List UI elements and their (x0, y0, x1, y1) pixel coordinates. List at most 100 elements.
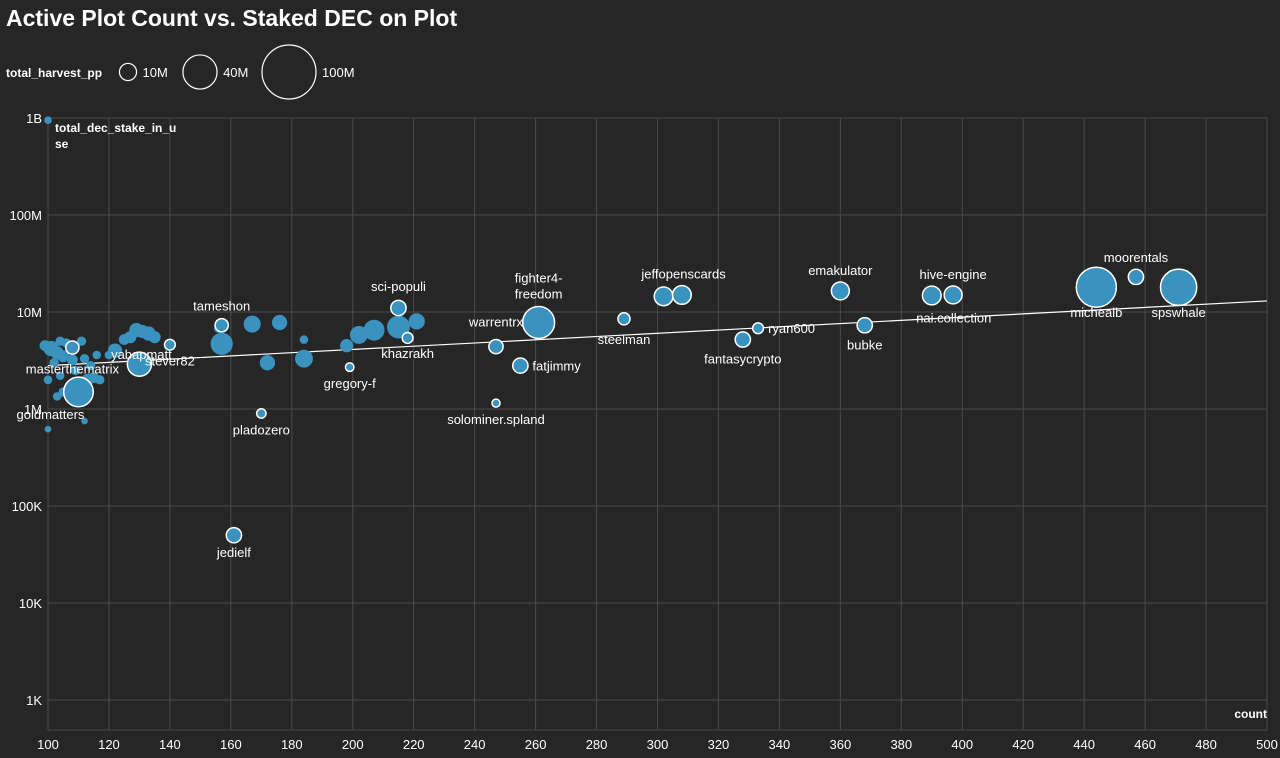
x-tick-label: 180 (281, 737, 303, 752)
data-point (299, 335, 309, 344)
x-tick-label: 380 (890, 737, 912, 752)
point-label-yabapmatt: yabapmatt (111, 347, 172, 362)
data-point-fighter4-freedom (521, 305, 556, 340)
data-point (408, 313, 425, 330)
x-tick-label: 320 (708, 737, 730, 752)
point-label-pladozero: pladozero (233, 422, 290, 437)
point-label-steelman: steelman (598, 332, 651, 347)
point-label-goldmatters: goldmatters (17, 407, 85, 422)
data-point (387, 315, 410, 339)
y-tick-label: 10M (17, 305, 42, 320)
data-point (148, 331, 161, 344)
point-label-fantasycrypto: fantasycrypto (704, 352, 781, 367)
data-point (85, 360, 96, 371)
data-point (76, 336, 87, 346)
data-point-gregory-f (344, 362, 355, 373)
point-label-bubke: bubke (847, 337, 882, 352)
data-point-jeffopenscards-2 (671, 284, 692, 306)
point-label-tameshon: tameshon (193, 298, 250, 313)
point-label-moorentals: moorentals (1104, 250, 1169, 265)
x-tick-label: 300 (647, 737, 669, 752)
x-tick-label: 500 (1256, 737, 1278, 752)
trendline-layer (47, 300, 1268, 367)
point-labels-layer: masterthematrix goldmatters yabapmattsteve… (17, 250, 1206, 560)
point-label-masterthematrix: masterthematrix (26, 362, 120, 377)
size-legend-circle (182, 54, 218, 90)
data-point (340, 339, 354, 353)
data-point-stever82 (163, 338, 177, 351)
size-legend-label: 40M (223, 65, 248, 80)
size-legend-title: total_harvest_pp (6, 66, 102, 80)
x-axis-label: count (1234, 707, 1267, 721)
point-label-emakulator: emakulator (808, 263, 873, 278)
point-label-fighter4-freedom-line2: freedom (515, 286, 563, 301)
point-label-jeffopenscards: jeffopenscards (640, 266, 726, 281)
x-tick-label: 400 (951, 737, 973, 752)
x-tick-label: 420 (1012, 737, 1034, 752)
data-point-michealb (1075, 266, 1118, 309)
data-point-ryan600 (751, 322, 765, 335)
data-point-bubke (856, 316, 874, 334)
data-point (104, 350, 114, 360)
x-tick-label: 140 (159, 737, 181, 752)
x-tick-label: 440 (1073, 737, 1095, 752)
point-label-khazrakh: khazrakh (381, 346, 434, 361)
y-tick-label: 1M (24, 402, 42, 417)
point-label-fatjimmy: fatjimmy (532, 359, 581, 374)
x-tick-label: 100 (37, 737, 59, 752)
data-point-fantasycrypto (734, 331, 752, 348)
data-point (55, 371, 65, 381)
data-point (271, 314, 288, 331)
point-label-fighter4-freedom-line1: fighter4- (515, 270, 563, 285)
data-point (363, 319, 385, 341)
data-point (57, 350, 70, 363)
y-tick-label: 10K (19, 596, 42, 611)
point-label-nai.collection: nai.collection (916, 310, 991, 325)
data-point-yabapmatt (126, 351, 153, 377)
y-tick-label: 100M (9, 208, 42, 223)
data-point-moorentals (1127, 268, 1145, 286)
data-point (66, 354, 78, 366)
data-point (44, 425, 52, 433)
data-point (39, 340, 51, 352)
data-point-pladozero (255, 408, 267, 419)
data-point (43, 375, 53, 385)
point-label-spswhale: spswhale (1152, 305, 1206, 320)
x-tick-label: 220 (403, 737, 425, 752)
x-tick-label: 340 (769, 737, 791, 752)
point-label-stever82: stever82 (145, 354, 195, 369)
y-tick-label: 1K (26, 693, 42, 708)
x-tick-label: 460 (1134, 737, 1156, 752)
data-point-goldmatters (62, 376, 95, 408)
x-tick-label: 240 (464, 737, 486, 752)
y-axis-label-line: se (55, 137, 69, 151)
data-point-jedielf (225, 526, 243, 544)
data-point-steelman (617, 312, 631, 326)
size-legend-circle (118, 62, 138, 82)
data-point (92, 350, 102, 360)
data-point (349, 325, 368, 344)
x-tick-label: 260 (525, 737, 547, 752)
point-label-solominer.spland: solominer.spland (447, 412, 545, 427)
data-point (295, 349, 313, 368)
y-axis-label-line: total_dec_stake_in_u (55, 121, 176, 135)
x-tick-label: 200 (342, 737, 364, 752)
data-point-nai.collection (921, 285, 942, 306)
point-label-jedielf: jedielf (216, 545, 251, 560)
point-label-gregory-f: gregory-f (324, 376, 376, 391)
size-legend-entries: 10M 40M 100M (118, 44, 355, 100)
size-legend-circle (261, 44, 317, 100)
data-point (210, 332, 233, 355)
trendline (47, 300, 1268, 367)
data-point-fatjimmy (511, 357, 529, 375)
points-layer (39, 116, 1198, 544)
data-point-warrentrx (488, 338, 504, 355)
size-legend-label: 10M (143, 65, 168, 80)
data-point-sci-populi (390, 299, 407, 317)
data-point (49, 358, 59, 368)
x-tick-label: 120 (98, 737, 120, 752)
data-point-solominer.spland (491, 398, 501, 408)
size-legend-label: 100M (322, 65, 355, 80)
data-point-masterthematrix (65, 340, 80, 355)
